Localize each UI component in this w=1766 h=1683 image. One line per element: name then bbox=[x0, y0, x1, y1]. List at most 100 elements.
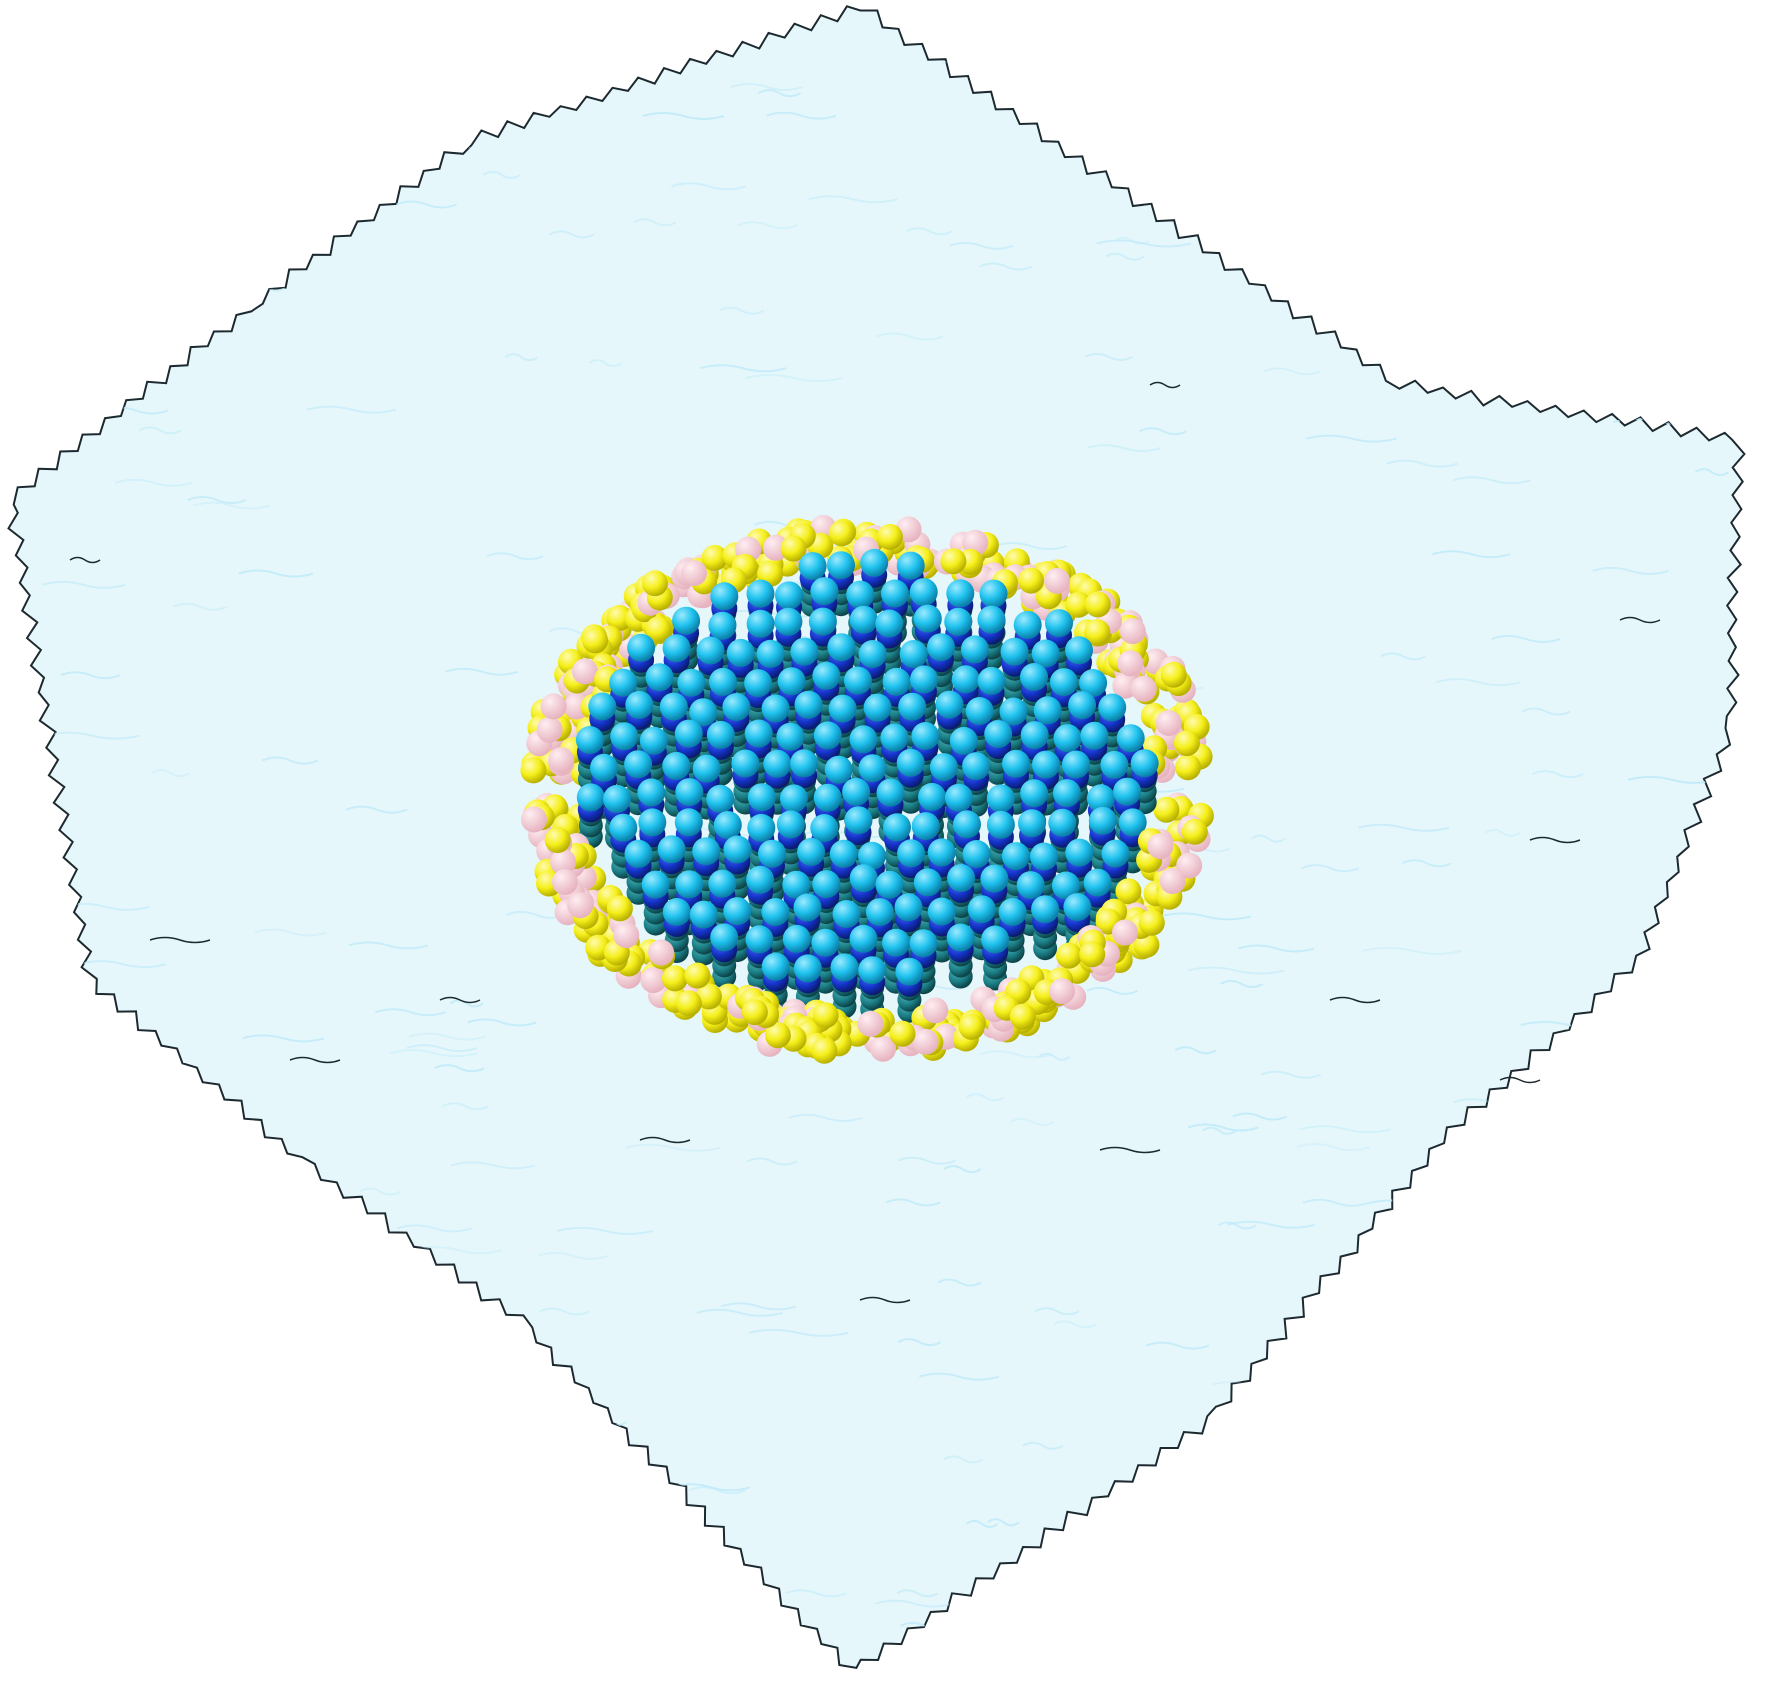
water-ripple bbox=[1495, 1347, 1584, 1356]
water-ripple bbox=[1187, 966, 1285, 975]
water-ripple bbox=[482, 170, 521, 179]
core-bead bbox=[827, 633, 856, 662]
water-ripple bbox=[1716, 1025, 1745, 1034]
water-ripple bbox=[994, 542, 1068, 551]
water-ripple bbox=[1580, 124, 1665, 133]
water-ripple bbox=[89, 167, 128, 175]
core-bead bbox=[860, 548, 889, 577]
water-ripple bbox=[1187, 1123, 1259, 1132]
core-bead bbox=[745, 925, 774, 954]
water-ripple bbox=[262, 756, 319, 765]
lipid-bead bbox=[521, 806, 547, 833]
water-ripple bbox=[943, 1165, 982, 1174]
water-ripple bbox=[434, 1064, 485, 1073]
box-edge-fragment bbox=[639, 1136, 691, 1144]
core-bead bbox=[965, 697, 994, 725]
lipid-bead bbox=[640, 967, 667, 994]
water-ripple bbox=[414, 1246, 503, 1255]
water-ripple bbox=[1034, 1307, 1080, 1316]
core-bead bbox=[947, 864, 976, 892]
water-ripple bbox=[55, 1604, 146, 1613]
box-edge-fragment bbox=[1529, 836, 1581, 844]
core-bead bbox=[774, 607, 803, 636]
core-bead bbox=[675, 870, 704, 899]
lipid-headgroup bbox=[675, 990, 702, 1017]
core-bead bbox=[896, 551, 925, 580]
lipid-bead bbox=[870, 1035, 897, 1062]
core-bead bbox=[824, 755, 853, 784]
lipid-headgroup bbox=[889, 1020, 916, 1047]
core-bead bbox=[810, 577, 839, 606]
core-bead bbox=[758, 839, 786, 868]
lipid-headgroup bbox=[1173, 730, 1200, 757]
water-ripple bbox=[633, 218, 677, 227]
water-ripple bbox=[625, 1143, 721, 1152]
core-bead bbox=[575, 726, 604, 754]
water-ripple bbox=[1145, 1341, 1210, 1350]
lipid-headgroup bbox=[958, 1013, 985, 1040]
water-ripple bbox=[1085, 352, 1133, 361]
core-bead bbox=[1065, 636, 1093, 665]
water-ripple bbox=[425, 44, 524, 53]
water-ripple bbox=[1440, 146, 1514, 155]
core-bead bbox=[708, 611, 737, 640]
core-bead bbox=[674, 808, 703, 837]
water-ripple bbox=[885, 1198, 941, 1207]
water-ripple bbox=[1667, 1453, 1738, 1462]
core-bead bbox=[662, 751, 691, 780]
water-ripple bbox=[1096, 239, 1192, 248]
water-ripple bbox=[1650, 370, 1739, 379]
core-bead bbox=[624, 839, 653, 868]
water-ripple bbox=[1694, 468, 1729, 477]
box-edge-fragment bbox=[1099, 1146, 1161, 1154]
core-bead bbox=[657, 835, 686, 864]
lipid-headgroup bbox=[520, 757, 547, 784]
lipid-bead bbox=[540, 693, 567, 720]
water-ripple bbox=[875, 1599, 953, 1608]
core-bead bbox=[876, 778, 905, 807]
water-ripple bbox=[699, 364, 787, 373]
core-bead bbox=[894, 893, 923, 922]
water-ripple bbox=[718, 306, 764, 315]
core-bead bbox=[1033, 696, 1062, 725]
lipid-headgroup bbox=[544, 827, 571, 853]
box-edge-fragment bbox=[859, 1296, 911, 1304]
water-ripple bbox=[1473, 1420, 1561, 1429]
core-bead bbox=[1113, 777, 1142, 806]
lipid-bead bbox=[571, 658, 598, 685]
water-ripple bbox=[1443, 1427, 1478, 1436]
core-bead bbox=[858, 841, 886, 870]
core-bead bbox=[1000, 637, 1029, 666]
water-ripple bbox=[1432, 550, 1511, 559]
water-ripple bbox=[1520, 1428, 1599, 1437]
water-ripple bbox=[122, 1503, 205, 1512]
core-bead bbox=[662, 898, 691, 926]
core-bead bbox=[909, 929, 938, 958]
core-bead bbox=[746, 865, 775, 894]
lipid-bead bbox=[1176, 852, 1203, 879]
lipid-bead bbox=[1112, 919, 1138, 946]
core-bead bbox=[1020, 779, 1049, 808]
core-bead bbox=[1065, 838, 1094, 867]
water-ripple bbox=[1418, 267, 1513, 276]
core-bead bbox=[659, 692, 688, 721]
water-ripple bbox=[1053, 1320, 1097, 1329]
core-bead bbox=[672, 606, 701, 635]
core-bead bbox=[782, 924, 811, 953]
core-bead bbox=[1020, 663, 1048, 691]
water-ripple bbox=[539, 1307, 590, 1316]
water-ripple bbox=[172, 602, 228, 611]
core-bead bbox=[882, 667, 911, 696]
core-bead bbox=[1101, 839, 1130, 868]
water-ripple bbox=[965, 1519, 999, 1528]
water-ripple bbox=[257, 1368, 291, 1377]
core-bead bbox=[1051, 871, 1080, 900]
core-bead bbox=[1063, 893, 1092, 922]
core-bead bbox=[844, 806, 873, 835]
water-ripple bbox=[348, 941, 428, 950]
water-ripple bbox=[1306, 434, 1397, 443]
lipid-headgroup bbox=[741, 999, 768, 1026]
water-ripple bbox=[896, 1589, 939, 1598]
core-bead bbox=[849, 605, 878, 634]
